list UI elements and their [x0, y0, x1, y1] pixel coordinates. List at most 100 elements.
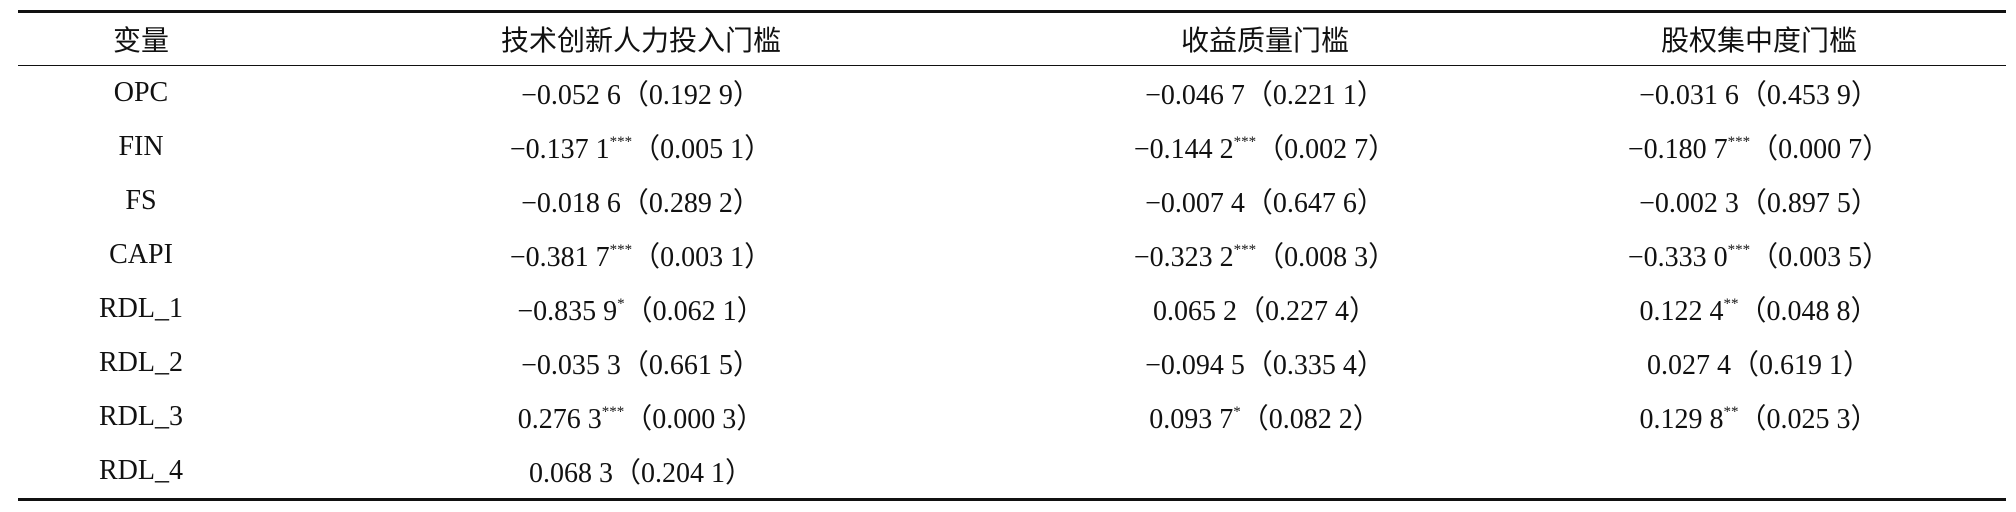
coefficient: 0.065 2: [1152, 296, 1237, 327]
significance: **: [1723, 296, 1739, 312]
significance: ***: [601, 404, 625, 420]
coefficient: −0.046 7: [1145, 80, 1245, 111]
p-value: （0.221 1）: [1244, 80, 1385, 111]
value-cell: 0.093 7*（0.082 2）: [1018, 397, 1512, 437]
table-row: FS −0.018 6（0.289 2） −0.007 4（0.647 6） −0.0…: [18, 174, 2006, 228]
significance: **: [1723, 404, 1739, 420]
variable-cell: RDL_3: [99, 401, 183, 432]
table-row: RDL_1 −0.835 9*（0.062 1） 0.065 2（0.227 4） 0…: [18, 282, 2006, 336]
value-cell: −0.031 6（0.453 9）: [1512, 73, 2006, 113]
coefficient: −0.381 7: [509, 242, 610, 273]
value-cell: −0.052 6（0.192 9）: [264, 73, 1018, 113]
p-value: （0.453 9）: [1738, 80, 1879, 111]
header-cell: 股权集中度门槛: [1660, 24, 1857, 57]
table-row: CAPI −0.381 7***（0.003 1） −0.323 2***（0.00…: [18, 228, 2006, 282]
p-value: （0.000 7）: [1750, 134, 1891, 165]
table-row: OPC −0.052 6（0.192 9） −0.046 7（0.221 1） −0.…: [18, 66, 2006, 120]
p-value: （0.003 1）: [632, 242, 773, 273]
table-row: RDL_3 0.276 3***（0.000 3） 0.093 7*（0.082 2…: [18, 390, 2006, 444]
value-cell: −0.835 9*（0.062 1）: [264, 289, 1018, 329]
value-cell: −0.007 4（0.647 6）: [1018, 181, 1512, 221]
table-row: RDL_4 0.068 3（0.204 1）: [18, 444, 2006, 498]
value-cell: −0.094 5（0.335 4）: [1018, 343, 1512, 383]
p-value: （0.619 1）: [1730, 350, 1871, 381]
significance: ***: [1233, 134, 1257, 150]
coefficient: −0.035 3: [521, 350, 621, 381]
value-cell: 0.129 8**（0.025 3）: [1512, 397, 2006, 437]
variable-cell: OPC: [113, 77, 169, 108]
p-value: （0.192 9）: [620, 80, 761, 111]
variable-cell: CAPI: [109, 239, 173, 270]
p-value: （0.000 3）: [624, 404, 765, 435]
value-cell: 0.068 3（0.204 1）: [264, 451, 1018, 491]
coefficient: −0.031 6: [1639, 80, 1739, 111]
p-value: （0.025 3）: [1738, 404, 1879, 435]
coefficient: 0.129 8: [1639, 404, 1724, 435]
coefficient: −0.018 6: [521, 188, 621, 219]
value-cell: −0.035 3（0.661 5）: [264, 343, 1018, 383]
value-cell: −0.046 7（0.221 1）: [1018, 73, 1512, 113]
coefficient: 0.093 7: [1149, 404, 1234, 435]
p-value: （0.204 1）: [612, 458, 753, 489]
variable-cell: FIN: [118, 131, 164, 162]
p-value: （0.647 6）: [1244, 188, 1385, 219]
header-rule: [18, 65, 2006, 66]
table: 变量 技术创新人力投入门槛 收益质量门槛 股权集中度门槛 OPC −0.052 6…: [18, 10, 2006, 501]
coefficient: 0.068 3: [528, 458, 613, 489]
variable-cell: RDL_1: [99, 293, 183, 324]
p-value: （0.897 5）: [1738, 188, 1879, 219]
significance: ***: [1727, 242, 1751, 258]
value-cell: 0.276 3***（0.000 3）: [264, 397, 1018, 437]
variable-cell: FS: [125, 185, 157, 216]
p-value: （0.289 2）: [620, 188, 761, 219]
significance: ***: [1727, 134, 1751, 150]
coefficient: 0.027 4: [1646, 350, 1731, 381]
p-value: （0.661 5）: [620, 350, 761, 381]
header-cell: 变量: [112, 24, 169, 57]
coefficient: −0.144 2: [1133, 134, 1234, 165]
value-cell: −0.137 1***（0.005 1）: [264, 127, 1018, 167]
significance: *: [1233, 404, 1241, 420]
coefficient: 0.122 4: [1639, 296, 1724, 327]
bottom-rule: [18, 498, 2006, 501]
table-body: OPC −0.052 6（0.192 9） −0.046 7（0.221 1） −0.…: [18, 66, 2006, 498]
value-cell: −0.002 3（0.897 5）: [1512, 181, 2006, 221]
table-row: FIN −0.137 1***（0.005 1） −0.144 2***（0.002…: [18, 120, 2006, 174]
coefficient: −0.094 5: [1145, 350, 1245, 381]
value-cell: −0.180 7***（0.000 7）: [1512, 127, 2006, 167]
coefficient: −0.180 7: [1627, 134, 1728, 165]
significance: *: [617, 296, 625, 312]
p-value: （0.002 7）: [1256, 134, 1397, 165]
coefficient: −0.052 6: [521, 80, 621, 111]
p-value: （0.082 2）: [1240, 404, 1381, 435]
significance: ***: [609, 242, 633, 258]
coefficient: −0.835 9: [517, 296, 618, 327]
header-cell: 收益质量门槛: [1180, 24, 1349, 57]
header-cell: 技术创新人力投入门槛: [500, 24, 781, 57]
p-value: （0.048 8）: [1738, 296, 1879, 327]
value-cell: 0.065 2（0.227 4）: [1018, 289, 1512, 329]
value-cell: −0.333 0***（0.003 5）: [1512, 235, 2006, 275]
coefficient: −0.007 4: [1145, 188, 1245, 219]
p-value: （0.008 3）: [1256, 242, 1397, 273]
p-value: （0.062 1）: [624, 296, 765, 327]
significance: ***: [609, 134, 633, 150]
p-value: （0.227 4）: [1236, 296, 1377, 327]
value-cell: −0.018 6（0.289 2）: [264, 181, 1018, 221]
top-rule: [18, 10, 2006, 13]
value-cell: 0.122 4**（0.048 8）: [1512, 289, 2006, 329]
value-cell: −0.381 7***（0.003 1）: [264, 235, 1018, 275]
coefficient: 0.276 3: [517, 404, 602, 435]
table-row: RDL_2 −0.035 3（0.661 5） −0.094 5（0.335 4） 0…: [18, 336, 2006, 390]
coefficient: −0.137 1: [509, 134, 610, 165]
value-cell: −0.323 2***（0.008 3）: [1018, 235, 1512, 275]
header-row: 变量 技术创新人力投入门槛 收益质量门槛 股权集中度门槛: [18, 13, 2006, 65]
value-cell: 0.027 4（0.619 1）: [1512, 343, 2006, 383]
value-cell: −0.144 2***（0.002 7）: [1018, 127, 1512, 167]
p-value: （0.335 4）: [1244, 350, 1385, 381]
p-value: （0.005 1）: [632, 134, 773, 165]
coefficient: −0.323 2: [1133, 242, 1234, 273]
coefficient: −0.333 0: [1627, 242, 1728, 273]
p-value: （0.003 5）: [1750, 242, 1891, 273]
